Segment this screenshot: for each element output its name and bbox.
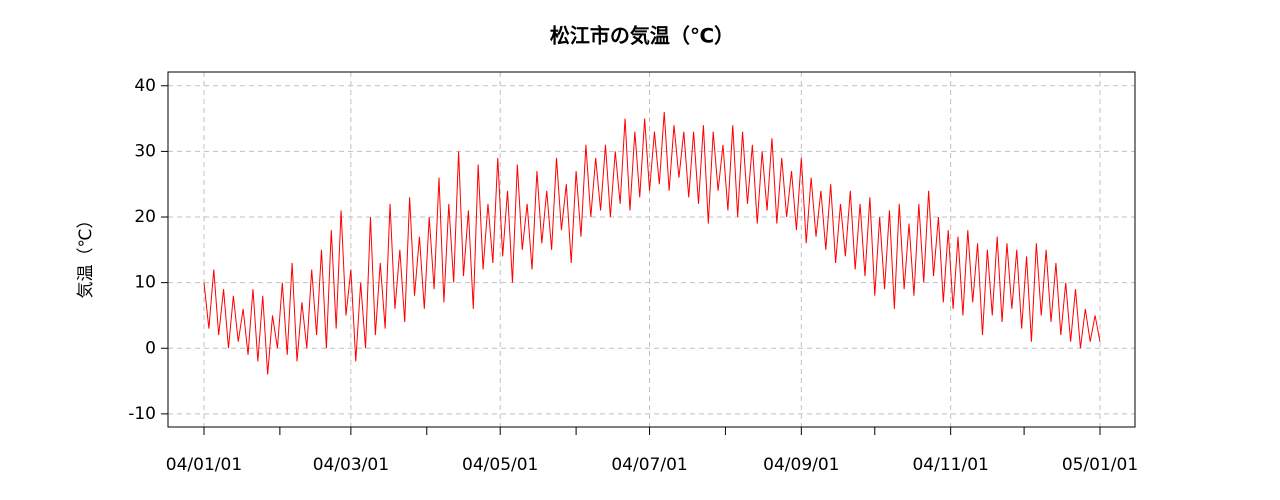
plot-frame	[167, 71, 1136, 428]
y-tick-label: 30	[134, 141, 156, 161]
x-tick-label: 04/05/01	[462, 455, 538, 475]
chart-title: 松江市の気温（℃）	[550, 24, 734, 48]
x-tick-label: 04/01/01	[166, 455, 242, 475]
x-tick-label: 04/07/01	[611, 455, 687, 475]
x-tick-label: 04/09/01	[763, 455, 839, 475]
y-tick-label: 10	[134, 273, 156, 293]
y-tick-label: -10	[128, 404, 156, 424]
x-tick-label: 04/11/01	[912, 455, 988, 475]
x-tick-label: 05/01/01	[1062, 455, 1138, 475]
y-tick-label: 20	[134, 207, 156, 227]
x-tick-label: 04/03/01	[313, 455, 389, 475]
y-axis-label: 気温（℃）	[76, 211, 96, 298]
temperature-line	[203, 111, 1101, 375]
y-tick-label: 40	[134, 76, 156, 96]
y-tick-label: 0	[145, 338, 156, 358]
